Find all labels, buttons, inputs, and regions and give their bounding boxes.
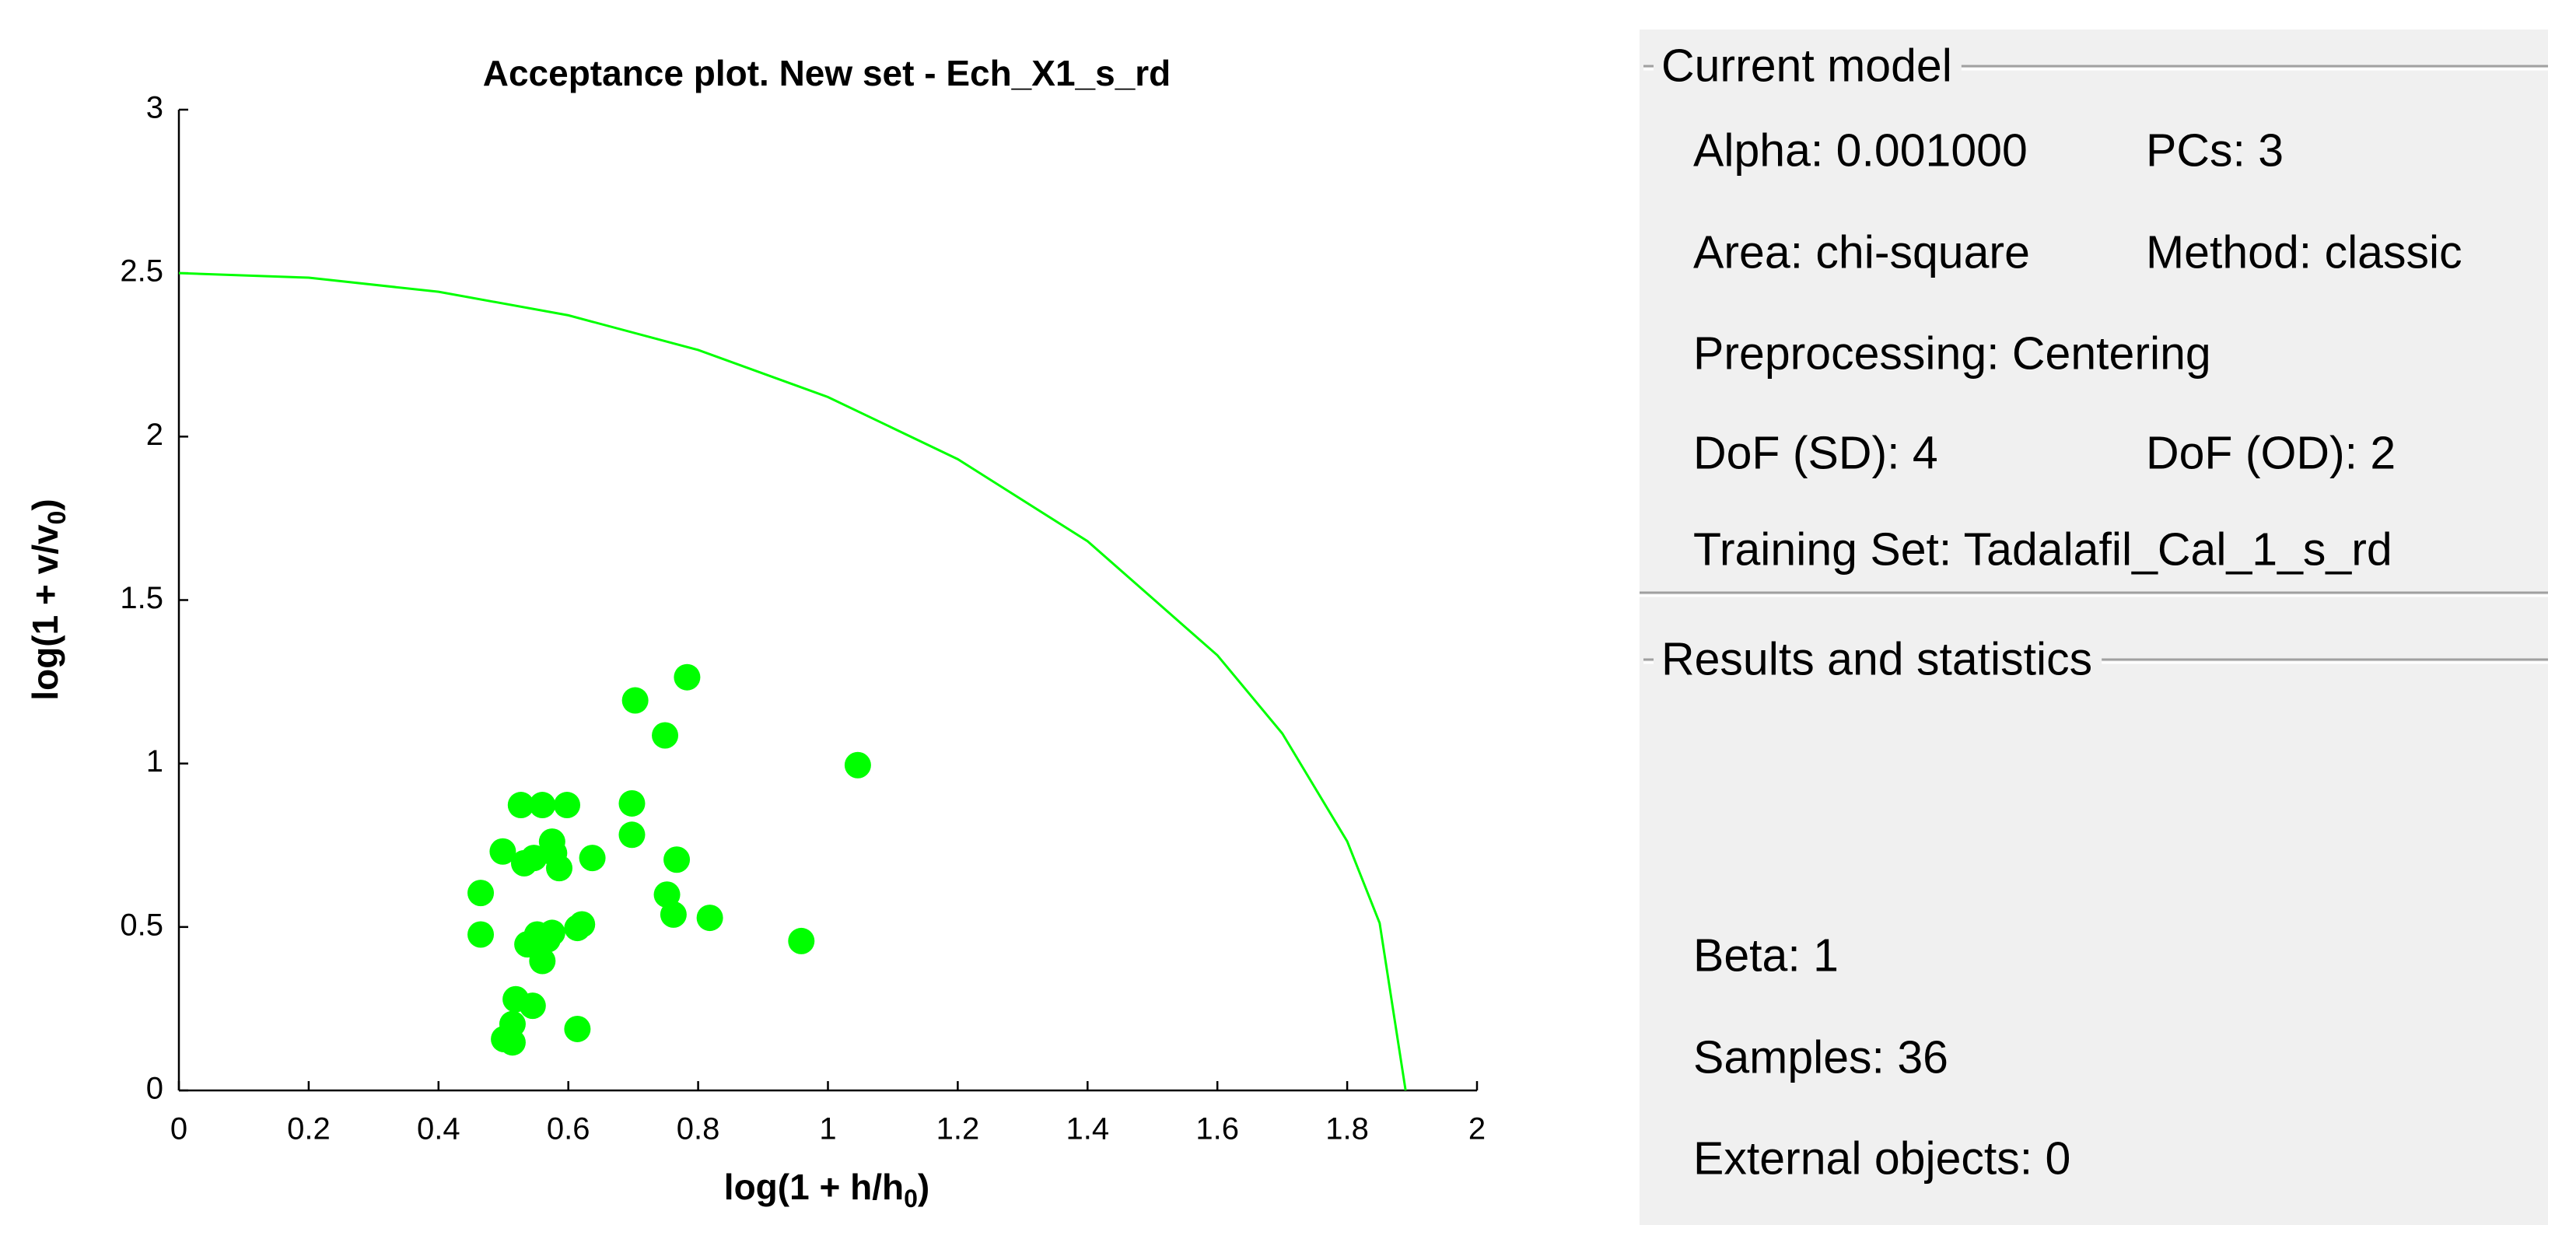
info-text: Area: chi-square	[1693, 227, 2030, 278]
data-point	[674, 663, 701, 691]
data-point	[696, 905, 723, 932]
data-point	[519, 992, 546, 1020]
y-tick-label: 1.5	[120, 581, 163, 615]
x-tick-label: 0.4	[417, 1112, 460, 1146]
y-tick-label: 0.5	[120, 908, 163, 942]
x-axis-label-sub: 0	[904, 1185, 918, 1213]
x-tick-label: 0.8	[677, 1112, 720, 1146]
y-axis-label: log(1 + v/v0)	[25, 499, 71, 700]
info-text: DoF (OD): 2	[2146, 428, 2396, 479]
info-text: Preprocessing: Centering	[1693, 328, 2211, 380]
x-tick-label: 1	[819, 1112, 836, 1146]
y-axis-label-part: )	[25, 499, 65, 510]
info-text: Alpha: 0.001000	[1693, 125, 2028, 177]
y-tick-label: 2.5	[120, 254, 163, 289]
x-axis-label-part: )	[918, 1167, 929, 1207]
x-axis-label-part: log(1 + h/h	[724, 1167, 904, 1207]
data-point	[523, 921, 551, 948]
data-point	[489, 838, 516, 865]
x-tick-label: 0.2	[287, 1112, 331, 1146]
data-point	[844, 751, 871, 779]
y-axis-label-sub: 0	[43, 511, 71, 525]
info-text: External objects: 0	[1693, 1133, 2070, 1185]
chart-title: Acceptance plot. New set - Ech_X1_s_rd	[483, 53, 1171, 93]
y-tick-label: 2	[146, 418, 163, 452]
y-tick-label: 1	[146, 744, 163, 779]
data-point	[467, 880, 495, 907]
y-tick-label: 0	[146, 1072, 163, 1106]
data-point	[529, 792, 556, 819]
plot: Acceptance plot. New set - Ech_X1_s_rd l…	[25, 53, 1486, 1213]
data-point	[652, 722, 679, 749]
data-point	[554, 792, 581, 819]
data-point	[660, 901, 687, 928]
data-point	[546, 855, 573, 882]
data-point	[788, 927, 815, 954]
panel-background	[1640, 30, 2548, 1225]
info-text: Training Set: Tadalafil_Cal_1_s_rd	[1693, 524, 2392, 576]
x-tick-label: 0	[170, 1112, 187, 1146]
data-point	[507, 792, 534, 819]
data-point	[579, 845, 606, 872]
info-text: DoF (SD): 4	[1693, 428, 1938, 479]
x-tick-label: 1.8	[1325, 1112, 1369, 1146]
data-point	[520, 845, 548, 872]
y-axis-label-part: log(1 + v/v	[25, 524, 65, 701]
boundary-line	[178, 271, 1407, 1091]
info-text: Method: classic	[2146, 227, 2462, 278]
info-text: Samples: 36	[1693, 1032, 1948, 1083]
info-panel: Current model Alpha: 0.001000 PCs: 3 Area: …	[1640, 30, 2548, 1225]
data-point	[529, 947, 556, 975]
info-text: PCs: 3	[2146, 125, 2284, 177]
data-point	[564, 1015, 591, 1042]
group-title: Current model	[1661, 40, 1952, 92]
x-axis-label: log(1 + h/h0)	[724, 1167, 929, 1213]
x-tick-label: 1.4	[1066, 1112, 1109, 1146]
data-point	[618, 821, 646, 849]
data-point	[499, 1029, 526, 1056]
group-title: Results and statistics	[1661, 634, 2092, 685]
info-text: Beta: 1	[1693, 930, 1839, 982]
y-tick-label: 3	[146, 91, 163, 125]
data-point	[618, 789, 646, 817]
x-tick-label: 2	[1468, 1112, 1486, 1146]
data-point	[663, 846, 691, 873]
data-point	[467, 921, 495, 948]
x-tick-label: 1.2	[936, 1112, 980, 1146]
data-point	[621, 687, 649, 714]
x-tick-label: 0.6	[547, 1112, 590, 1146]
data-point	[569, 911, 596, 938]
x-tick-label: 1.6	[1195, 1112, 1239, 1146]
data-point	[653, 881, 681, 908]
